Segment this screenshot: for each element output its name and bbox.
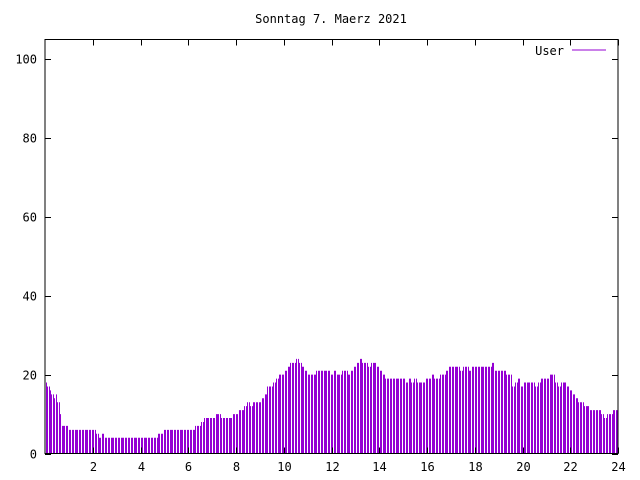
x-axis-ticks: 2 4 6 8 10 12 14 16 18 20 22 24 [90, 39, 626, 474]
y-tick-label: 40 [23, 290, 37, 304]
x-tick-label: 24 [611, 460, 625, 474]
y-axis-ticks: 0 20 40 60 80 100 [15, 53, 618, 462]
y-tick-label: 20 [23, 369, 37, 383]
x-tick-label: 18 [468, 460, 482, 474]
x-tick-label: 14 [372, 460, 386, 474]
x-tick-label: 2 [90, 460, 97, 474]
chart-title: Sonntag 7. Maerz 2021 [255, 12, 407, 26]
y-tick-label: 100 [15, 53, 37, 67]
legend-label-user: User [535, 44, 564, 58]
x-tick-label: 4 [138, 460, 145, 474]
y-tick-label: 0 [30, 448, 37, 462]
plot-frame [44, 39, 619, 454]
legend: User [535, 44, 606, 58]
x-tick-label: 20 [516, 460, 530, 474]
y-tick-label: 80 [23, 132, 37, 146]
x-tick-label: 16 [420, 460, 434, 474]
x-tick-label: 10 [277, 460, 291, 474]
x-tick-label: 8 [233, 460, 240, 474]
bars [46, 358, 618, 454]
y-tick-label: 60 [23, 211, 37, 225]
x-tick-label: 22 [563, 460, 577, 474]
x-tick-label: 6 [185, 460, 192, 474]
x-tick-label: 12 [325, 460, 339, 474]
